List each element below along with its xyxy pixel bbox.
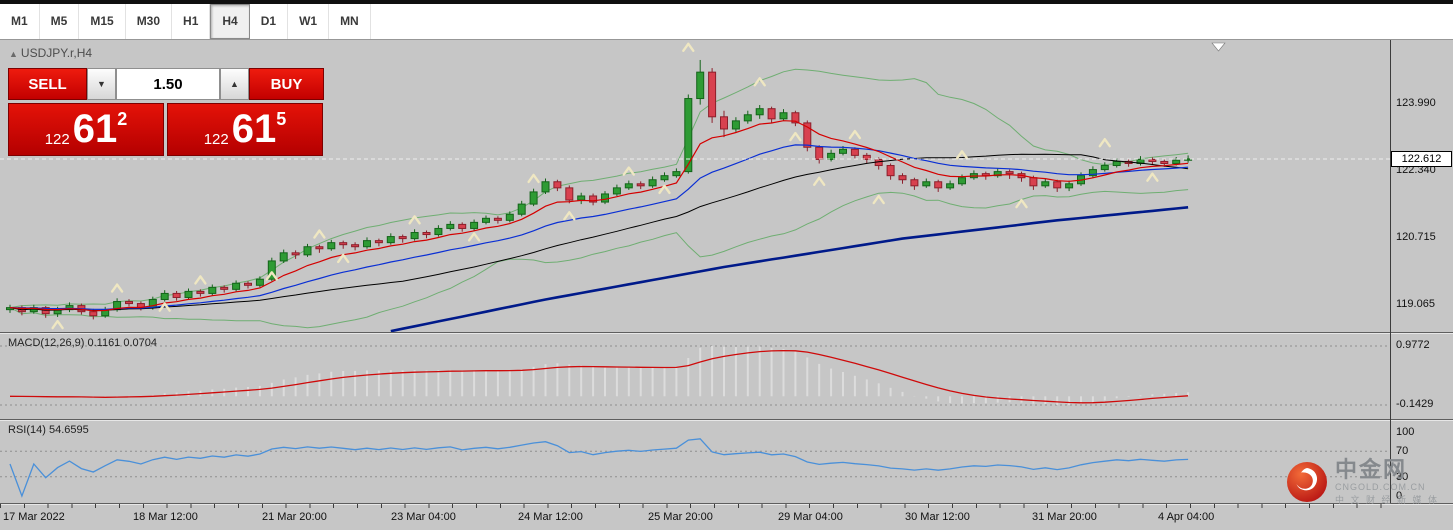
- panel-separator[interactable]: [0, 332, 1453, 333]
- timeframe-button-m30[interactable]: M30: [126, 4, 173, 39]
- macd-histogram: [20, 346, 1190, 405]
- price-scale-divider: [1390, 40, 1391, 503]
- macd-indicator-chart[interactable]: [0, 333, 1391, 419]
- time-axis-label: 17 Mar 2022: [3, 511, 65, 523]
- cngold-logo-icon: [1287, 462, 1327, 502]
- cngold-watermark: 中金网 CNGOLD.COM.CN 中 文 财 经 新 媒 体: [1286, 458, 1439, 506]
- rsi-indicator-chart[interactable]: [0, 420, 1391, 503]
- rsi-scale-30: 30: [1396, 471, 1409, 483]
- timeframe-button-m5[interactable]: M5: [40, 4, 80, 39]
- rsi-scale-0: 0: [1396, 490, 1403, 502]
- macd-scale-min: -0.1429: [1396, 398, 1434, 410]
- volume-input[interactable]: [116, 68, 220, 100]
- time-axis-label: 30 Mar 12:00: [905, 511, 970, 523]
- time-axis-label: 18 Mar 12:00: [133, 511, 198, 523]
- symbol-text: USDJPY.r,H4: [20, 46, 93, 60]
- price-scale[interactable]: 123.990 122.340 120.715 119.065: [1394, 40, 1452, 503]
- panel-separator: [0, 503, 1453, 504]
- macd-label: MACD(12,26,9) 0.1161 0.0704: [8, 337, 157, 349]
- time-axis-label: 23 Mar 04:00: [391, 511, 456, 523]
- watermark-text: 中金网 CNGOLD.COM.CN 中 文 财 经 新 媒 体: [1335, 458, 1439, 506]
- timeframe-button-d1[interactable]: D1: [250, 4, 289, 39]
- time-axis-label: 25 Mar 20:00: [648, 511, 713, 523]
- moving-average-lines: [9, 120, 1189, 312]
- timeframe-button-mn[interactable]: MN: [329, 4, 371, 39]
- bid-integer: 122: [44, 131, 70, 148]
- ask-pips: 61: [231, 107, 277, 151]
- panel-separator[interactable]: [0, 419, 1453, 420]
- time-axis-label: 29 Mar 04:00: [778, 511, 843, 523]
- rsi-label: RSI(14) 54.6595: [8, 424, 89, 436]
- time-axis-label: 24 Mar 12:00: [518, 511, 583, 523]
- price-scale-label: 122.340: [1396, 164, 1436, 176]
- rsi-scale-70: 70: [1396, 445, 1409, 457]
- chevron-down-icon: ▼: [97, 79, 106, 89]
- trade-controls-row: SELL ▼ ▲ BUY: [8, 68, 326, 100]
- time-axis-label: 21 Mar 20:00: [262, 511, 327, 523]
- bid-price-display[interactable]: 122 61 2: [8, 103, 164, 156]
- chart-shift-marker: [1211, 42, 1226, 52]
- volume-increase-button[interactable]: ▲: [220, 68, 249, 100]
- watermark-name: 中金网: [1335, 457, 1408, 482]
- bid-pips: 61: [72, 107, 118, 151]
- bid-point: 2: [117, 109, 128, 129]
- main-price-chart[interactable]: [0, 40, 1391, 332]
- ask-integer: 122: [203, 131, 229, 148]
- timeframe-toolbar: M1 M5 M15 M30 H1 H4 D1 W1 MN: [0, 4, 1453, 40]
- collapse-triangle-icon[interactable]: ▲: [9, 49, 18, 59]
- macd-scale-max: 0.9772: [1396, 339, 1430, 351]
- bid-ask-row: 122 61 2 122 61 5: [8, 103, 326, 156]
- timeframe-button-h1[interactable]: H1: [172, 4, 211, 39]
- watermark-tagline: 中 文 财 经 新 媒 体: [1335, 495, 1440, 505]
- timeframe-button-m15[interactable]: M15: [79, 4, 126, 39]
- buy-button[interactable]: BUY: [249, 68, 324, 100]
- ask-price-display[interactable]: 122 61 5: [167, 103, 323, 156]
- price-scale-label: 120.715: [1396, 231, 1436, 243]
- price-scale-label: 123.990: [1396, 97, 1436, 109]
- window-top-edge: [0, 0, 1453, 4]
- sell-button[interactable]: SELL: [8, 68, 87, 100]
- time-axis-label: 4 Apr 04:00: [1158, 511, 1215, 523]
- time-axis[interactable]: 17 Mar 2022 18 Mar 12:00 21 Mar 20:00 23 Ma…: [0, 504, 1391, 530]
- chevron-up-icon: ▲: [230, 79, 239, 89]
- timeframe-button-m1[interactable]: M1: [0, 4, 40, 39]
- ask-point: 5: [276, 109, 287, 129]
- signal-arrows: [51, 42, 1159, 330]
- watermark-domain: CNGOLD.COM.CN: [1335, 482, 1426, 492]
- time-axis-label: 31 Mar 20:00: [1032, 511, 1097, 523]
- current-price-box: 122.612: [1391, 151, 1452, 167]
- timeframe-button-h4[interactable]: H4: [210, 4, 250, 39]
- chart-symbol-label: ▲ USDJPY.r,H4: [9, 46, 92, 60]
- long-term-ma-line: [390, 206, 1189, 332]
- bollinger-bands: [9, 68, 1189, 329]
- timeframe-button-w1[interactable]: W1: [288, 4, 330, 39]
- rsi-scale-100: 100: [1396, 426, 1415, 438]
- price-scale-label: 119.065: [1396, 298, 1435, 310]
- volume-decrease-button[interactable]: ▼: [87, 68, 116, 100]
- rsi-line: [9, 438, 1189, 498]
- macd-signal-line: [9, 349, 1189, 404]
